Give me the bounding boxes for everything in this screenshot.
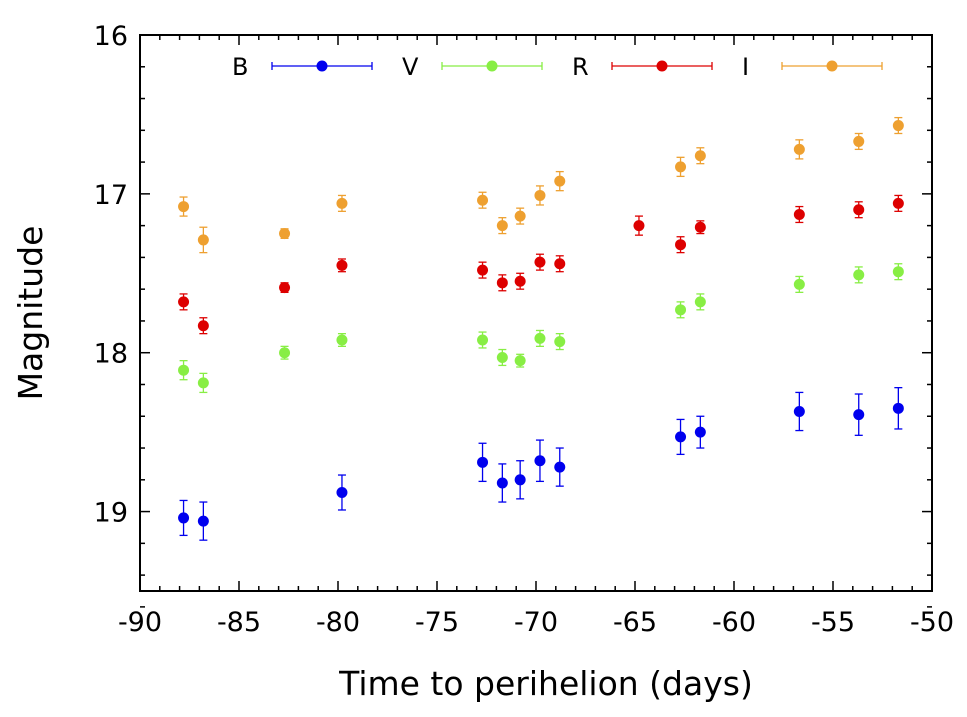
data-point — [496, 351, 508, 363]
data-point — [853, 135, 865, 147]
series-B — [178, 387, 904, 541]
x-axis-title: Time to perihelion (days) — [338, 664, 753, 703]
legend-marker — [656, 60, 668, 72]
data-point — [675, 431, 687, 443]
data-point — [279, 347, 291, 359]
data-point — [496, 220, 508, 232]
data-point — [514, 210, 526, 222]
y-tick-label: 18 — [94, 339, 128, 370]
x-tick-label: -50 — [910, 607, 954, 638]
data-point — [178, 364, 190, 376]
data-point — [477, 456, 489, 468]
data-point — [675, 239, 687, 251]
data-point — [554, 461, 566, 473]
data-point — [514, 474, 526, 486]
data-point — [694, 221, 706, 233]
data-point — [197, 377, 209, 389]
x-axis: -90 -85 -80 -75 -70 -65 -60 -55 -50 — [118, 35, 954, 638]
data-point — [496, 277, 508, 289]
data-point — [793, 278, 805, 290]
data-point — [197, 320, 209, 332]
data-point — [477, 334, 489, 346]
y-axis-title: Magnitude — [11, 226, 50, 401]
data-point — [197, 234, 209, 246]
data-point — [534, 256, 546, 268]
data-point — [336, 197, 348, 209]
data-point — [694, 296, 706, 308]
legend-marker — [316, 60, 328, 72]
x-tick-label: -85 — [217, 607, 261, 638]
data-point — [793, 143, 805, 155]
x-tick-label: -60 — [712, 607, 756, 638]
legend-marker — [486, 60, 498, 72]
y-axis: 16 17 18 19 — [94, 21, 932, 608]
data-point — [514, 355, 526, 367]
data-point — [336, 334, 348, 346]
data-point — [892, 120, 904, 132]
data-point — [178, 296, 190, 308]
data-point — [694, 426, 706, 438]
legend-label: R — [572, 53, 589, 81]
legend-label: I — [742, 53, 749, 81]
x-tick-label: -75 — [415, 607, 459, 638]
legend-label: V — [402, 53, 419, 81]
data-point — [892, 266, 904, 278]
series-I — [178, 116, 904, 254]
data-point — [675, 161, 687, 173]
plot-frame — [139, 34, 933, 592]
data-point — [336, 487, 348, 499]
legend-marker — [826, 60, 838, 72]
data-point — [892, 197, 904, 209]
data-point — [892, 402, 904, 414]
data-point — [793, 209, 805, 221]
y-tick-label: 17 — [94, 180, 128, 211]
data-point — [514, 275, 526, 287]
x-tick-label: -65 — [613, 607, 657, 638]
data-point — [694, 150, 706, 162]
y-tick-label: 19 — [94, 498, 128, 529]
data-point — [534, 189, 546, 201]
data-point — [853, 269, 865, 281]
data-point — [554, 258, 566, 270]
data-point — [336, 259, 348, 271]
data-point — [477, 264, 489, 276]
data-point — [534, 455, 546, 467]
x-tick-label: -55 — [811, 607, 855, 638]
data-point — [853, 409, 865, 421]
data-point — [178, 512, 190, 524]
series-V — [178, 263, 904, 394]
data-point — [279, 282, 291, 294]
y-tick-label: 16 — [94, 21, 128, 52]
series-R — [178, 194, 904, 335]
data-point — [534, 332, 546, 344]
data-point — [793, 405, 805, 417]
data-point — [178, 201, 190, 213]
data-point — [554, 336, 566, 348]
data-point — [853, 204, 865, 216]
data-point — [554, 175, 566, 187]
x-tick-label: -70 — [514, 607, 558, 638]
legend-label: B — [232, 53, 248, 81]
data-point — [496, 477, 508, 489]
data-point — [675, 304, 687, 316]
x-tick-label: -80 — [316, 607, 360, 638]
data-point — [633, 220, 645, 232]
data-point — [477, 194, 489, 206]
x-tick-label: -90 — [118, 607, 162, 638]
data-point — [279, 228, 291, 240]
data-point — [197, 515, 209, 527]
series-layer — [178, 116, 904, 541]
